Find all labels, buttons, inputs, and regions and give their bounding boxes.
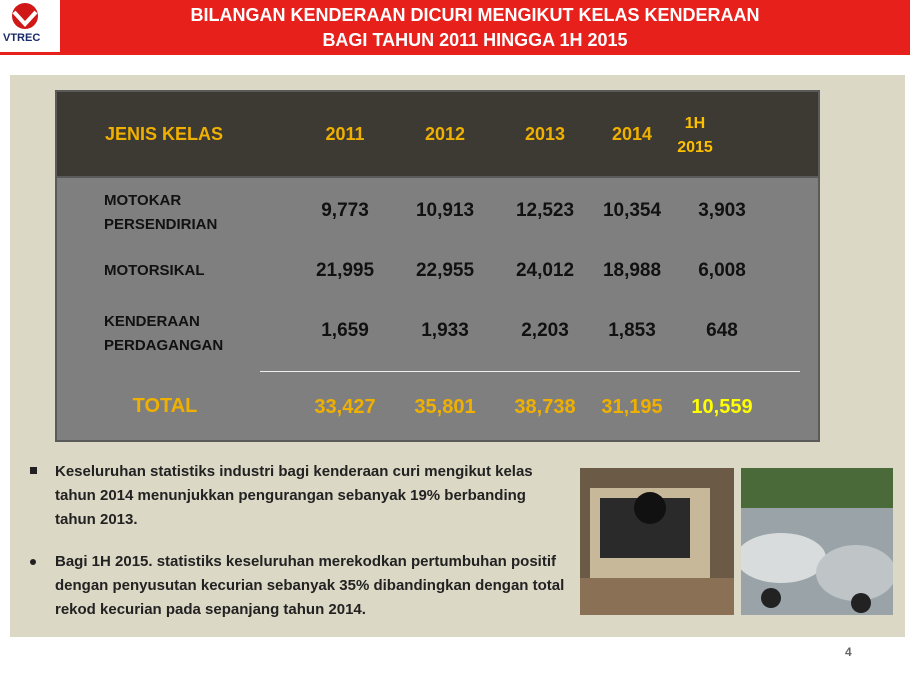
- cell-value: 21,995: [315, 260, 375, 281]
- cell-value: 22,955: [415, 260, 475, 281]
- total-label: TOTAL: [132, 395, 198, 417]
- cell-value: 12,523: [515, 200, 575, 221]
- column-header: 2012: [424, 124, 466, 144]
- row-label: MOTOKAR PERSENDIRIAN: [104, 192, 218, 233]
- cell-value: 648: [706, 320, 738, 341]
- photo-thief: [580, 468, 734, 615]
- total-value: 10,559: [691, 396, 753, 418]
- row-label: KENDERAAN PERDAGANGAN: [104, 313, 224, 354]
- cell-value: 3,903: [698, 200, 746, 221]
- logo-text: VTREC: [3, 32, 41, 44]
- column-header: 2011: [325, 124, 365, 144]
- cell-value: 1,659: [321, 320, 369, 341]
- column-header: 1H 2015: [677, 115, 713, 156]
- cell-value: 9,773: [321, 200, 369, 221]
- title: BILANGAN KENDERAAN DICURI MENGIKUT KELAS…: [190, 5, 760, 25]
- column-header: JENIS KELAS: [105, 124, 224, 144]
- logo: VTREC: [0, 0, 60, 52]
- total-value: 35,801: [414, 396, 476, 418]
- column-header: 2013: [524, 124, 566, 144]
- bullet-marker: [30, 467, 37, 474]
- column-header: 2014: [611, 124, 653, 144]
- total-value: 38,738: [514, 396, 576, 418]
- separator: [260, 371, 800, 372]
- cell-value: 1,853: [608, 320, 656, 341]
- bullet-text: Keseluruhan statistiks industri bagi ken…: [55, 463, 533, 528]
- cell-value: 1,933: [421, 320, 469, 341]
- cell-value: 18,988: [602, 260, 662, 281]
- cell-value: 2,203: [521, 320, 569, 341]
- title: BAGI TAHUN 2011 HINGGA 1H 2015: [322, 30, 628, 50]
- header-bar: [0, 0, 910, 55]
- cell-value: 6,008: [698, 260, 746, 281]
- total-value: 33,427: [314, 396, 376, 418]
- cell-value: 10,354: [602, 200, 662, 221]
- bullet-text: Bagi 1H 2015. statistiks keseluruhan mer…: [55, 553, 565, 618]
- page-number: 4: [845, 645, 852, 659]
- logo-icon: [12, 3, 38, 29]
- cell-value: 10,913: [415, 200, 475, 221]
- photo-cars: [741, 468, 893, 615]
- bullet-marker: [30, 559, 36, 565]
- table-header: [55, 90, 820, 178]
- row-label: MOTORSIKAL: [104, 262, 205, 279]
- total-value: 31,195: [601, 396, 663, 418]
- cell-value: 24,012: [515, 260, 575, 281]
